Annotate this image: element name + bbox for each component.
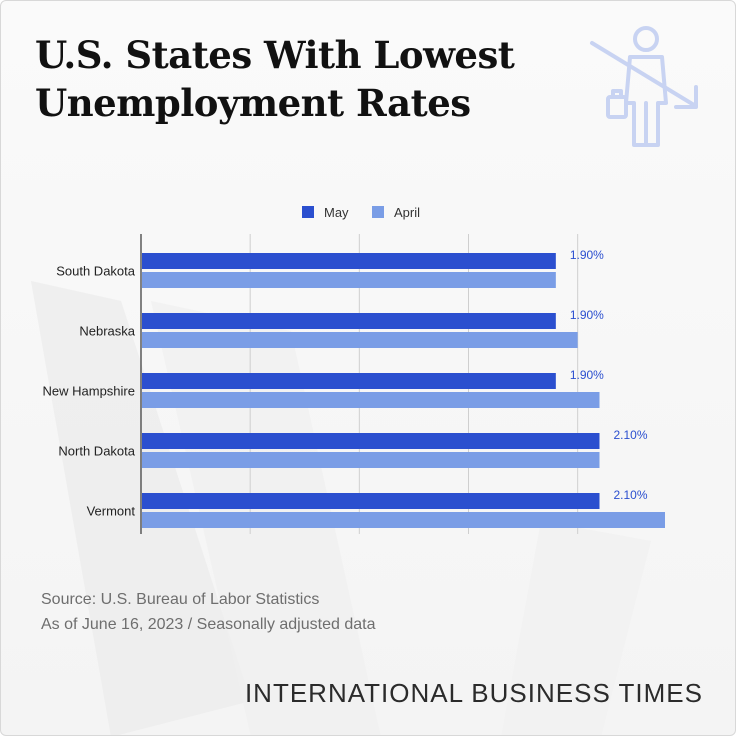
data-label: 1.90% (570, 248, 604, 262)
brand-logo: INTERNATIONAL BUSINESS TIMES (244, 678, 703, 708)
bar-may (142, 313, 556, 329)
category-label: Nebraska (79, 324, 135, 339)
bar-may (142, 373, 556, 389)
source-text: Source: U.S. Bureau of Labor Statistics (41, 591, 320, 608)
unemployed-person-down-arrow-icon (590, 26, 698, 147)
legend-swatch-april (372, 206, 384, 218)
title-line-2: Unemployment Rates (35, 81, 471, 125)
bar-may (142, 493, 600, 509)
category-label: New Hampshire (43, 384, 135, 399)
legend-label-may: May (324, 205, 349, 220)
note-text: As of June 16, 2023 / Seasonally adjuste… (41, 616, 376, 633)
bar-april (142, 272, 556, 288)
category-label: North Dakota (58, 444, 135, 459)
legend-label-april: April (394, 205, 420, 220)
category-label: Vermont (87, 504, 136, 519)
source-block: Source: U.S. Bureau of Labor Statistics … (41, 587, 375, 637)
bar-april (142, 452, 600, 468)
legend-swatch-may (302, 206, 314, 218)
bar-april (142, 392, 600, 408)
bar-may (142, 433, 600, 449)
bar-chart: May April South Dakota 1.90% Nebraska 1.90% Ne… (43, 205, 665, 534)
data-label: 2.10% (614, 428, 648, 442)
bar-april (142, 512, 665, 528)
bar-may (142, 253, 556, 269)
title-line-1: U.S. States With Lowest (35, 33, 515, 77)
category-label: South Dakota (56, 264, 136, 279)
data-label: 1.90% (570, 308, 604, 322)
data-label: 1.90% (570, 368, 604, 382)
data-label: 2.10% (614, 488, 648, 502)
page-title: U.S. States With Lowest Unemployment Rat… (35, 31, 515, 127)
bar-april (142, 332, 578, 348)
